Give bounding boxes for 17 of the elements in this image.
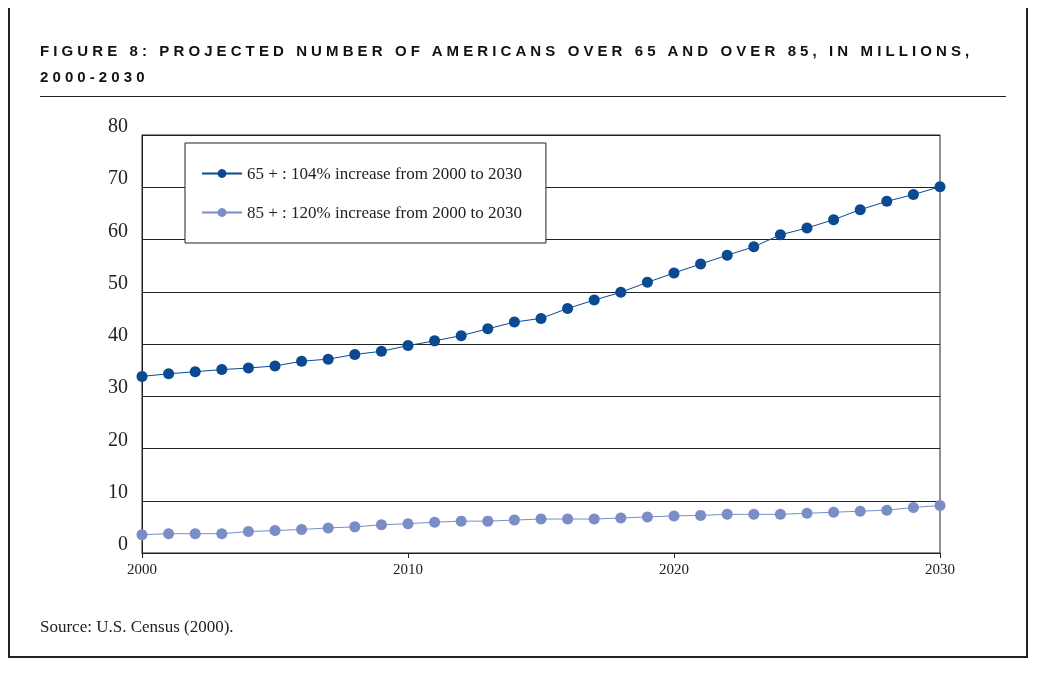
y-tick-label: 30 <box>108 375 128 398</box>
y-tick-label: 70 <box>108 166 128 189</box>
y-tick-label: 50 <box>108 270 128 293</box>
chart-title: FIGURE 8: PROJECTED NUMBER OF AMERICANS OVER 65 AND OVER 85, IN MILLIONS, 2000-2030 <box>40 38 1006 97</box>
x-tick-label: 2020 <box>659 560 689 577</box>
x-tick-label: 2000 <box>127 560 157 577</box>
x-tick-label: 2030 <box>925 560 955 577</box>
x-tick-label: 2010 <box>393 560 423 577</box>
legend-label: 85 + : 120% increase from 2000 to 2030 <box>247 203 522 222</box>
y-tick-label: 40 <box>108 323 128 345</box>
y-tick-label: 80 <box>108 114 128 136</box>
y-tick-label: 20 <box>108 427 128 450</box>
y-tick-label: 60 <box>108 218 128 241</box>
source-note: Source: U.S. Census (2000). <box>40 617 235 637</box>
y-tick-label: 0 <box>118 532 128 554</box>
legend-label: 65 + : 104% increase from 2000 to 2030 <box>247 164 522 183</box>
y-tick-label: 10 <box>108 479 128 502</box>
